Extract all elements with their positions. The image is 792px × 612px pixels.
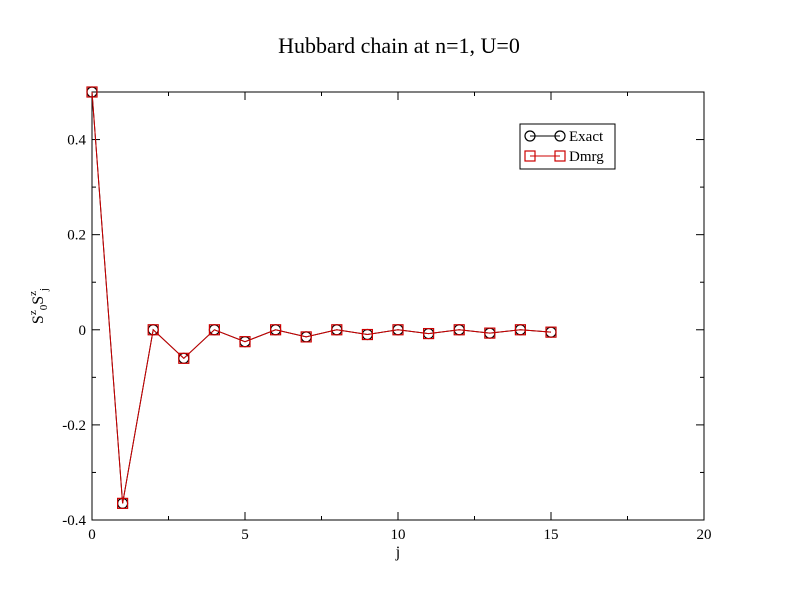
data-point-dmrg (86, 86, 98, 98)
x-tick-label: 0 (88, 527, 96, 543)
series-dmrg (86, 86, 557, 509)
y-label-sup-2: z (27, 291, 39, 296)
data-point-dmrg (239, 336, 251, 348)
series-line-exact (91, 91, 552, 504)
axis-ticks (91, 92, 705, 521)
x-tick-label: 10 (391, 527, 406, 543)
data-point-dmrg (392, 324, 404, 336)
data-point-dmrg (423, 327, 435, 340)
data-point-dmrg (514, 324, 527, 336)
y-label-base-2: S (30, 296, 47, 305)
y-tick-label: 0.4 (67, 133, 86, 149)
data-point-dmrg (116, 497, 129, 509)
data-point-dmrg (545, 326, 557, 338)
legend-box (519, 123, 616, 170)
data-point-dmrg (331, 324, 343, 336)
legend-marker-exact (524, 130, 536, 142)
legend-marker-dmrg-end (554, 150, 566, 162)
data-point-dmrg (484, 327, 496, 339)
tick-labels: 0 5 10 15 20 -0.4 -0.2 0 0.2 0.4 (62, 133, 711, 543)
y-label-sub-1: 0 (38, 304, 50, 310)
series-exact (86, 86, 557, 509)
legend-label-dmrg: Dmrg (569, 149, 604, 165)
y-label-sup-1: z (27, 310, 39, 315)
y-tick-label: 0 (79, 323, 87, 339)
legend-marker-exact-end (554, 130, 566, 142)
data-point-dmrg (147, 324, 159, 336)
y-label-base-1: S (30, 315, 47, 324)
legend-label-exact: Exact (569, 129, 604, 145)
series-line-dmrg (91, 91, 552, 504)
y-tick-label: -0.2 (62, 418, 86, 434)
chart-title: Hubbard chain at n=1, U=0 (278, 33, 520, 58)
x-axis-label: j (395, 544, 400, 561)
svg-text:Sz0Szj: Sz0Szj (27, 288, 50, 324)
y-axis-label: Sz0Szj (27, 288, 50, 324)
x-tick-label: 15 (544, 527, 559, 543)
x-tick-label: 20 (697, 527, 712, 543)
data-point-dmrg (300, 331, 312, 343)
data-point-dmrg (270, 324, 282, 336)
data-point-dmrg (453, 324, 465, 336)
data-point-dmrg (178, 352, 190, 364)
legend-marker-dmrg (524, 150, 536, 162)
y-tick-label: -0.4 (62, 513, 86, 529)
legend: Exact Dmrg (519, 123, 616, 170)
y-tick-label: 0.2 (67, 228, 86, 244)
plot-area: 0 5 10 15 20 -0.4 -0.2 0 0.2 0.4 (62, 86, 712, 543)
data-point-dmrg (361, 328, 373, 341)
x-tick-label: 5 (241, 527, 249, 543)
data-point-dmrg (208, 324, 220, 336)
y-label-sub-2: j (38, 288, 50, 292)
series-layer (86, 86, 557, 509)
